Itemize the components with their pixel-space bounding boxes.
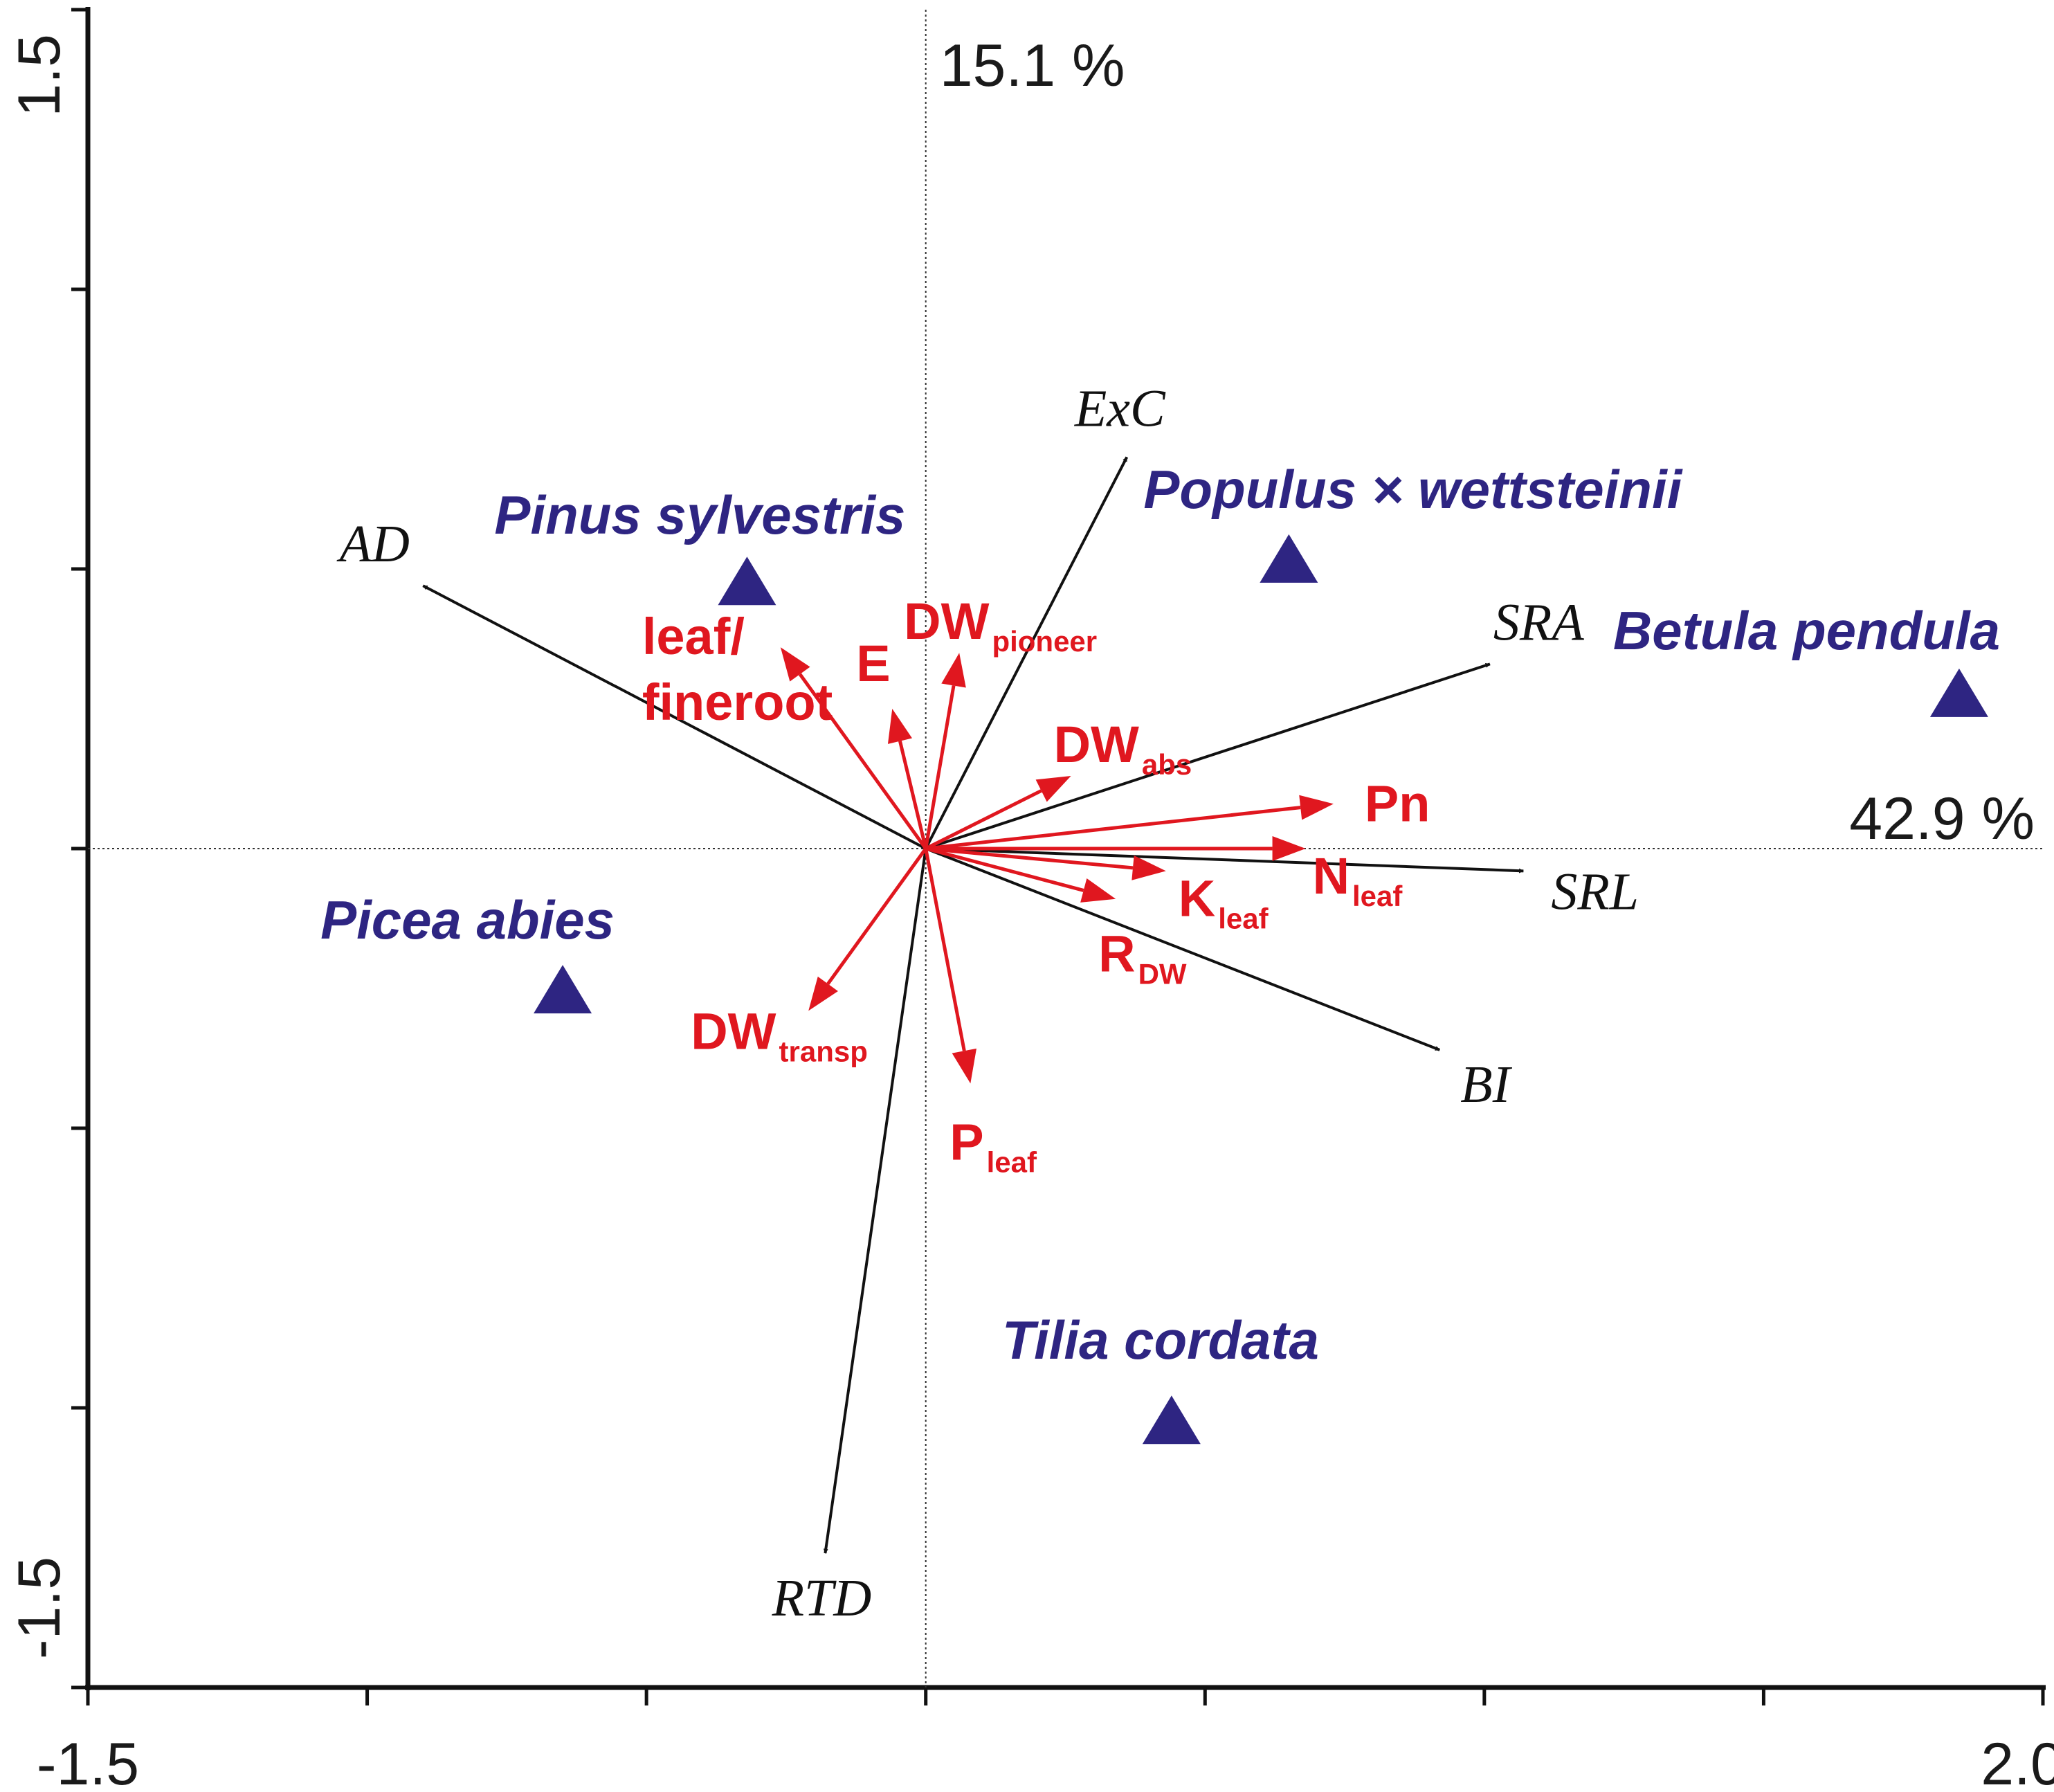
root-trait-label-sra: SRA <box>1493 593 1584 651</box>
species-marker-tilia-cordata <box>1142 1395 1201 1445</box>
species-label-tilia-cordata: Tilia cordata <box>1002 1310 1319 1370</box>
response-label-leaf-fineroot-line1: leaf/ <box>642 608 745 665</box>
species-marker-betula-pendula <box>1929 668 1988 717</box>
root-trait-arrow-bi <box>925 847 1441 1051</box>
root-trait-arrow-ad <box>422 584 927 850</box>
response-label-dwpioneer: DWpioneer <box>904 592 1097 658</box>
root-trait-arrow-exc <box>924 456 1129 849</box>
root-trait-label-bi: BI <box>1460 1056 1512 1114</box>
response-label-leaf-fineroot-line2: fineroot <box>642 673 833 731</box>
response-arrow-pleaf <box>924 848 966 1051</box>
root-trait-arrow-srl <box>925 847 1525 874</box>
root-trait-label-exc: ExC <box>1074 379 1166 437</box>
response-arrowhead-nleaf <box>1272 836 1306 861</box>
response-arrowhead-e <box>887 709 912 744</box>
response-arrow-dwabs <box>925 789 1042 851</box>
response-arrowhead-dwtransp <box>808 976 838 1011</box>
response-arrow-dwpioneer <box>924 685 956 849</box>
y-tick-label-max: 1.5 <box>6 34 73 117</box>
response-label-dwabs: DWabs <box>1054 716 1192 781</box>
species-marker-pinus-sylvestris <box>718 556 776 606</box>
response-label-e: E <box>856 635 890 692</box>
horizontal-axis-percent: 42.9 % <box>1849 786 2035 852</box>
x-tick-label-max: 2.0 <box>1981 1731 2054 1792</box>
response-label-nleaf: Nleaf <box>1313 847 1403 912</box>
response-label-pleaf: Pleaf <box>949 1113 1037 1178</box>
x-tick-label-min: -1.5 <box>37 1731 139 1792</box>
response-arrowhead-rdw <box>1080 878 1116 903</box>
root-trait-label-srl: SRL <box>1551 862 1639 921</box>
vertical-axis-percent: 15.1 % <box>940 33 1125 99</box>
root-trait-arrow-rtd <box>823 848 927 1554</box>
response-arrowhead-pn <box>1299 795 1334 820</box>
response-label-pn: Pn <box>1365 775 1430 832</box>
response-arrow-kleaf <box>925 847 1134 870</box>
response-arrowhead-pleaf <box>952 1048 976 1084</box>
response-arrowhead-kleaf <box>1131 855 1166 880</box>
species-label-populus-wettsteinii: Populus × wettsteinii <box>1143 459 1682 520</box>
root-trait-arrow-sra <box>925 662 1491 850</box>
species-marker-picea-abies <box>534 965 592 1014</box>
y-tick-label-min: -1.5 <box>6 1557 73 1659</box>
response-arrowhead-dwabs <box>1035 775 1071 802</box>
response-arrow-e <box>898 741 928 849</box>
species-label-picea-abies: Picea abies <box>320 889 615 950</box>
response-label-dwtransp: DWtransp <box>691 1002 868 1067</box>
response-arrow-pn <box>925 806 1301 851</box>
response-arrow-rdw <box>925 847 1084 892</box>
root-trait-label-rtd: RTD <box>772 1569 872 1627</box>
species-marker-populus-wettsteinii <box>1260 534 1318 583</box>
root-trait-label-ad: AD <box>336 515 410 573</box>
response-arrow-leaf-fineroot <box>798 673 927 850</box>
response-label-rdw: RDW <box>1098 925 1187 990</box>
response-arrow-dwtransp <box>826 847 927 985</box>
species-label-pinus-sylvestris: Pinus sylvestris <box>494 485 905 545</box>
response-label-kleaf: Kleaf <box>1179 869 1269 934</box>
response-arrowhead-leaf-fineroot <box>780 647 810 682</box>
species-label-betula-pendula: Betula pendula <box>1613 600 2000 661</box>
response-arrowhead-dwpioneer <box>941 653 966 688</box>
